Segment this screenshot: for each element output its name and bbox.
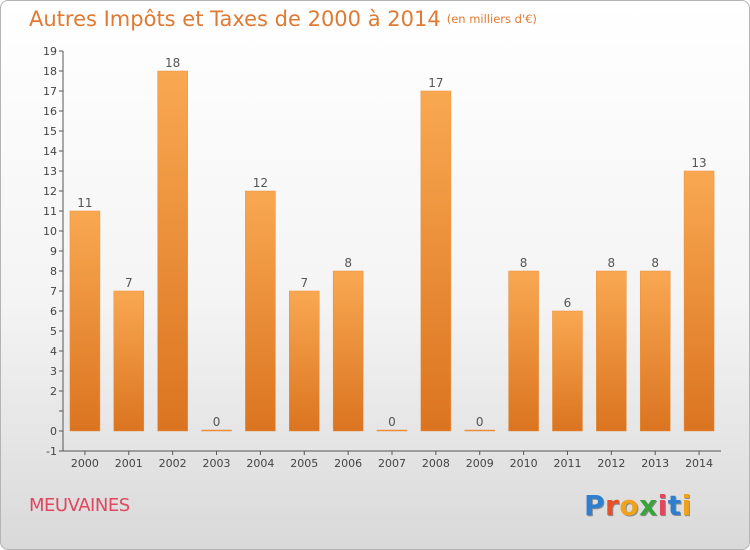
bar-2003 [201, 429, 232, 432]
x-tick-label-2010: 2010 [510, 457, 538, 470]
x-tick-label-2013: 2013 [641, 457, 669, 470]
chart-title: Autres Impôts et Taxes de 2000 à 2014 (en… [29, 7, 537, 31]
logo-letter: t [667, 489, 682, 522]
y-tick-label: 4 [50, 345, 57, 358]
x-tick-label-2004: 2004 [246, 457, 274, 470]
bar-2000 [69, 210, 101, 432]
data-label-2005: 7 [300, 276, 308, 290]
y-tick-label: 18 [43, 65, 57, 78]
x-tick-label-2012: 2012 [597, 457, 625, 470]
y-tick-label: 8 [50, 265, 57, 278]
bar-2009 [464, 429, 495, 432]
x-tick-label-2002: 2002 [159, 457, 187, 470]
logo-letter: r [605, 489, 620, 522]
x-tick-label-2001: 2001 [115, 457, 143, 470]
y-tick-label: 3 [50, 365, 57, 378]
y-tick-label: 19 [43, 45, 57, 58]
bar-2014 [683, 170, 715, 432]
x-tick-label-2005: 2005 [290, 457, 318, 470]
bar-2013 [639, 270, 671, 432]
bar-2007 [376, 429, 408, 432]
y-tick-label: 13 [43, 165, 57, 178]
y-tick-label: 14 [43, 145, 57, 158]
data-label-2003: 0 [213, 415, 221, 429]
logo-letter: P [584, 489, 606, 522]
y-tick-label: 6 [50, 305, 57, 318]
logo-letter: i [681, 489, 692, 522]
chart-title-text: Autres Impôts et Taxes de 2000 à 2014 [29, 7, 441, 31]
data-label-2011: 6 [564, 296, 572, 310]
data-label-2007: 0 [388, 415, 396, 429]
y-tick-label: -1 [46, 445, 57, 458]
y-tick-label: 9 [50, 245, 57, 258]
x-tick-label-2011: 2011 [553, 457, 581, 470]
bar-2004 [245, 190, 276, 432]
data-label-2014: 13 [691, 156, 706, 170]
data-label-2013: 8 [651, 256, 659, 270]
y-tick-label: 10 [43, 225, 57, 238]
data-label-2009: 0 [476, 415, 484, 429]
y-tick-label: 11 [43, 205, 57, 218]
data-label-2012: 8 [608, 256, 616, 270]
y-tick-label: 0 [50, 425, 57, 438]
data-label-2000: 11 [77, 196, 92, 210]
data-label-2010: 8 [520, 256, 528, 270]
y-tick-label: 15 [43, 125, 57, 138]
bar-2011 [552, 310, 583, 432]
data-label-2006: 8 [344, 256, 352, 270]
y-tick-label: 12 [43, 185, 57, 198]
chart-subtitle: (en milliers d'€) [446, 12, 537, 26]
bar-2005 [289, 290, 320, 432]
logo-letter: i [657, 489, 668, 522]
y-tick-label: 2 [50, 385, 57, 398]
y-tick-label: 5 [50, 325, 57, 338]
x-tick-label-2003: 2003 [203, 457, 231, 470]
x-tick-label-2000: 2000 [71, 457, 99, 470]
x-tick-label-2008: 2008 [422, 457, 450, 470]
data-label-2001: 7 [125, 276, 133, 290]
logo-letter: x [639, 489, 658, 522]
bar-series [69, 70, 715, 432]
x-tick-label-2009: 2009 [466, 457, 494, 470]
data-label-2008: 17 [428, 76, 443, 90]
y-tick-label: 16 [43, 105, 57, 118]
bar-2008 [420, 90, 452, 432]
logo-letter: o [619, 489, 640, 522]
x-tick-label-2006: 2006 [334, 457, 362, 470]
data-label-2002: 18 [165, 56, 180, 70]
proxiti-logo[interactable]: Proxiti [584, 489, 692, 522]
data-labels: 11 7 18 0 12 7 8 0 17 0 8 6 8 8 13 [77, 56, 706, 429]
chart-axes: -1 0 2 3 4 5 6 7 8 9 10 11 12 13 14 15 16 17 18 19 2000 2001 2… [43, 45, 721, 470]
y-tick-label: 17 [43, 85, 57, 98]
bar-2001 [113, 290, 145, 432]
bar-2006 [332, 270, 364, 432]
x-tick-label-2014: 2014 [685, 457, 713, 470]
bar-2010 [508, 270, 539, 432]
bar-2012 [596, 270, 627, 432]
data-label-2004: 12 [253, 176, 268, 190]
bar-2002 [157, 70, 188, 432]
location-name: MEUVAINES [29, 495, 130, 516]
y-tick-label: 7 [50, 285, 57, 298]
x-tick-label-2007: 2007 [378, 457, 406, 470]
